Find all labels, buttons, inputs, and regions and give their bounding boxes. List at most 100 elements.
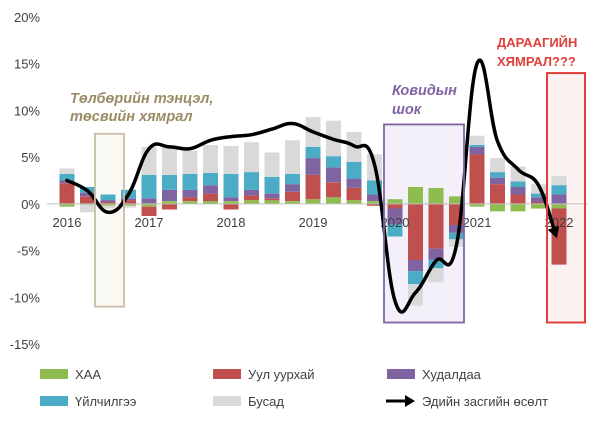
bar-mining <box>469 154 485 204</box>
bar-services <box>244 172 259 190</box>
bar-mining <box>305 174 321 200</box>
bar-trade <box>141 198 157 204</box>
bar-other <box>244 142 259 173</box>
legend-item-mining: Уул уурхай <box>213 367 314 382</box>
y-tick-label: -5% <box>17 244 41 259</box>
bar-mining <box>100 202 116 204</box>
bar-agriculture <box>244 200 259 204</box>
y-tick-label: 5% <box>21 150 40 165</box>
y-tick-label: 10% <box>14 103 40 118</box>
bar-trade <box>162 189 177 201</box>
bar-trade <box>326 167 341 183</box>
bar-agriculture <box>223 201 239 204</box>
bar-trade <box>264 193 280 199</box>
bar-services <box>264 176 280 194</box>
bar-services <box>469 145 485 147</box>
bar-other <box>59 168 75 174</box>
bar-agriculture <box>510 203 526 212</box>
y-tick-label: 20% <box>14 10 40 25</box>
bar-agriculture <box>141 203 157 207</box>
bar-mining <box>387 203 403 209</box>
bar-mining <box>162 203 177 210</box>
bar-other <box>121 205 136 208</box>
bar-mining <box>264 198 280 201</box>
bar-services <box>59 174 75 181</box>
growth-arrow-head-icon <box>547 225 560 239</box>
annotation-covid-line1: Ковидын <box>392 83 457 99</box>
bar-services <box>428 259 444 269</box>
legend-label-trade: Худалдаа <box>422 367 482 382</box>
legend-label-growth: Эдийн засгийн өсөлт <box>422 394 548 409</box>
bar-agriculture <box>490 203 505 212</box>
legend-swatch-services <box>40 396 68 406</box>
bar-other <box>551 175 567 186</box>
bar-trade <box>490 177 505 185</box>
bar-other <box>182 150 198 174</box>
bar-agriculture <box>346 200 362 204</box>
bar-trade <box>551 194 567 204</box>
bar-services <box>203 173 218 186</box>
annotation-balance-crisis-line1: Төлбөрийн тэнцэл, <box>70 91 213 107</box>
bar-trade <box>469 146 485 155</box>
bar-services <box>346 161 362 179</box>
bar-other <box>264 152 280 177</box>
bar-mining <box>285 191 300 201</box>
annotation-balance-crisis-line1-text: Төлбөрийн тэнцэл, <box>70 91 213 107</box>
bar-trade <box>305 158 321 175</box>
legend-item-trade: Худалдаа <box>387 367 482 382</box>
bar-agriculture <box>100 203 116 206</box>
bar-services <box>223 174 239 198</box>
bar-other <box>80 204 95 213</box>
bar-services <box>551 185 567 195</box>
annotation-covid-line2: шок <box>392 102 422 118</box>
bar-trade <box>428 248 444 260</box>
bar-agriculture <box>264 200 280 204</box>
bar-other <box>510 166 526 182</box>
annotation-balance-crisis-line2-text: төсвийн хямрал <box>70 109 193 125</box>
growth-line-path <box>65 58 557 314</box>
bar-trade <box>223 197 239 201</box>
bar-agriculture <box>428 188 444 204</box>
legend-label-mining: Уул уурхай <box>248 367 314 382</box>
y-tick-label: -10% <box>10 290 41 305</box>
bar-agriculture <box>449 196 464 204</box>
y-tick-label: 15% <box>14 57 40 72</box>
x-axis: 2016 2017 2018 2019 2020 2021 2022 <box>53 215 574 230</box>
legend-label-services: Үйлчилгээ <box>75 394 137 409</box>
annotation-frames <box>94 72 586 324</box>
legend-item-services: Үйлчилгээ <box>40 394 137 409</box>
bar-trade <box>182 189 198 198</box>
bar-trade <box>387 208 403 225</box>
legend-item-growth: Эдийн засгийн өсөлт <box>386 394 548 409</box>
bar-mining <box>408 203 423 260</box>
bar-agriculture <box>367 201 382 204</box>
bar-agriculture <box>121 203 136 206</box>
legend: ХАА Уул уурхай Худалдаа Үйлчилгээ Бусад … <box>40 367 548 409</box>
bar-mining <box>367 203 382 206</box>
bar-other <box>490 158 505 173</box>
bar-trade <box>367 194 382 201</box>
bar-services <box>162 174 177 190</box>
legend-label-agriculture: ХАА <box>75 367 101 382</box>
bar-services <box>285 174 300 185</box>
next-crisis-frame <box>546 72 586 324</box>
bar-services <box>182 174 198 190</box>
bar-services <box>408 271 423 285</box>
bar-trade <box>203 185 218 194</box>
bar-mining <box>346 188 362 201</box>
annotation-next-crisis-line2: ХЯМРАЛ??? <box>497 54 576 69</box>
bar-services <box>490 172 505 178</box>
bar-other <box>100 205 116 209</box>
legend-item-agriculture: ХАА <box>40 367 101 382</box>
legend-item-other: Бусад <box>213 394 284 409</box>
bar-other <box>203 145 218 173</box>
bar-mining <box>531 202 546 204</box>
bar-services <box>510 181 526 187</box>
bar-mining <box>59 183 75 204</box>
bar-agriculture <box>285 201 300 204</box>
bar-agriculture <box>387 199 403 204</box>
bar-services <box>326 156 341 168</box>
legend-arrow-icon <box>405 395 415 407</box>
bar-agriculture <box>326 197 341 204</box>
